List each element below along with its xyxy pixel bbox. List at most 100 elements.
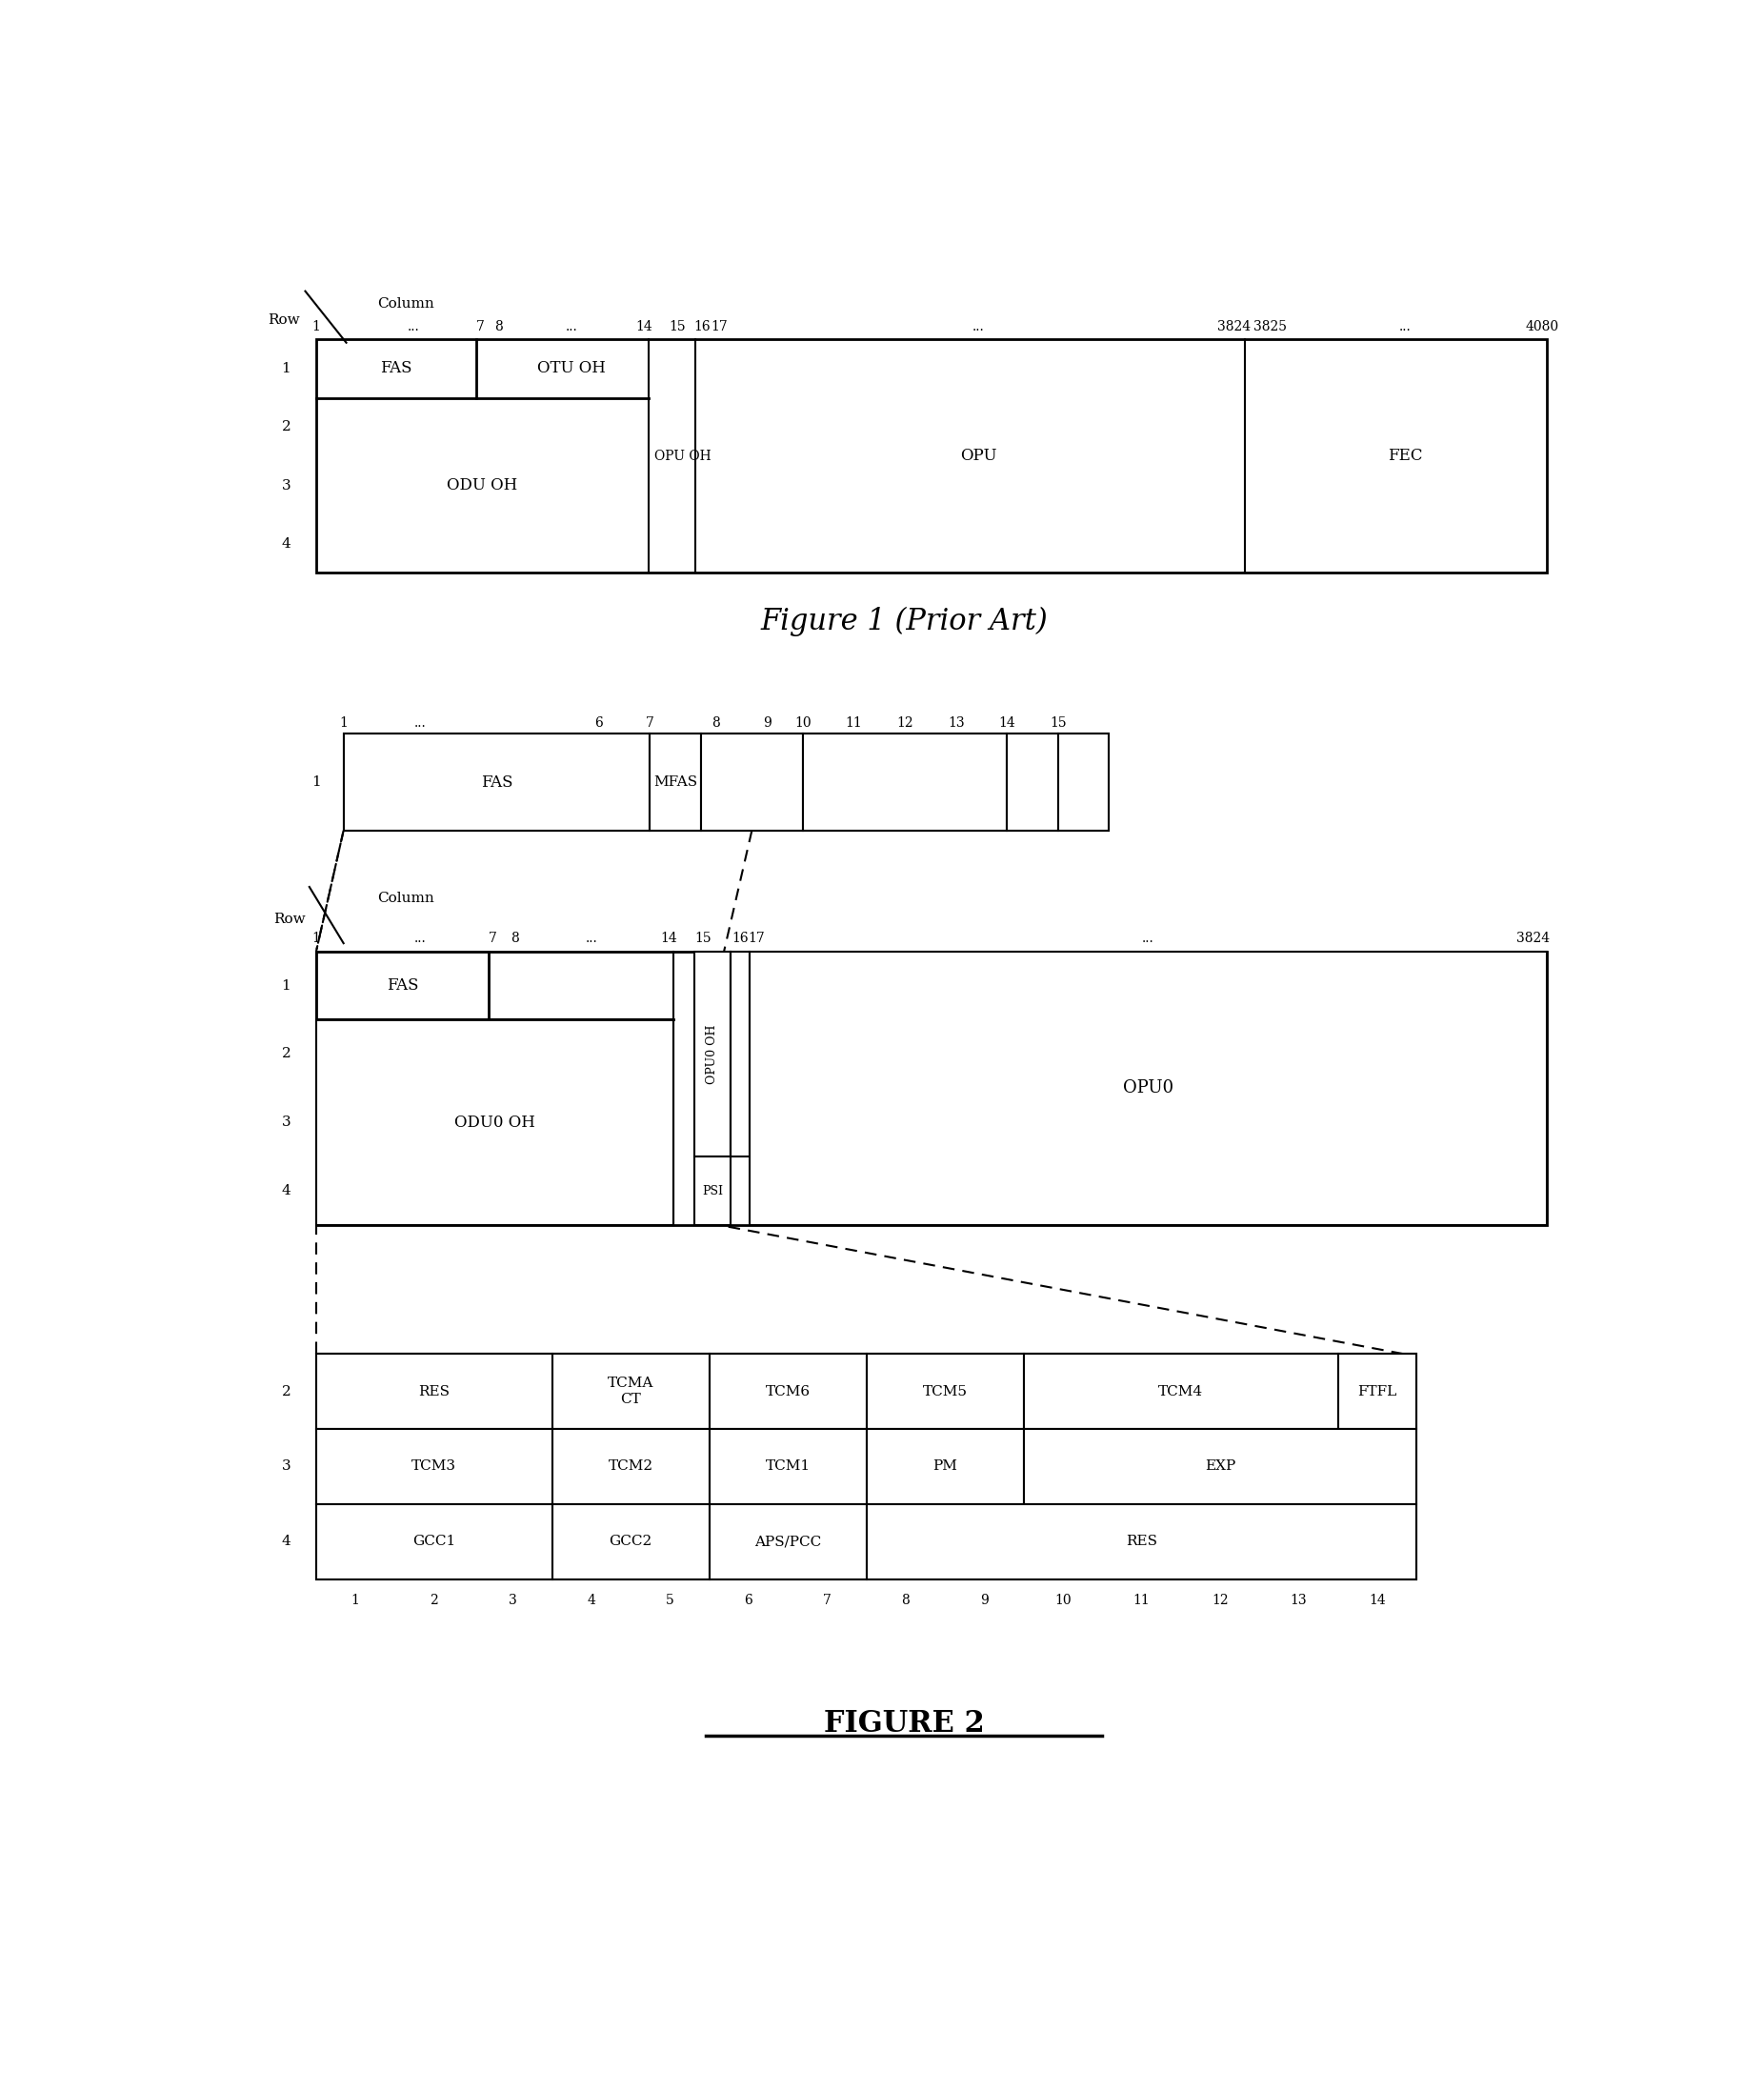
Text: TCM3: TCM3 bbox=[411, 1460, 457, 1474]
Text: 5: 5 bbox=[665, 1593, 674, 1606]
Text: ...: ... bbox=[1399, 320, 1411, 332]
Text: ODU0 OH: ODU0 OH bbox=[453, 1115, 534, 1131]
Text: 3: 3 bbox=[508, 1593, 517, 1606]
Text: PM: PM bbox=[933, 1460, 958, 1474]
Bar bbox=[552, 1428, 709, 1503]
Text: ...: ... bbox=[1141, 933, 1154, 945]
Bar bbox=[316, 1020, 674, 1225]
Text: FEC: FEC bbox=[1388, 447, 1422, 464]
Text: 3: 3 bbox=[282, 1117, 291, 1129]
Text: TCM4: TCM4 bbox=[1159, 1384, 1203, 1399]
Text: 14: 14 bbox=[660, 933, 677, 945]
Text: ...: ... bbox=[972, 320, 984, 332]
Bar bbox=[750, 951, 1547, 1225]
Text: Figure 1 (Prior Art): Figure 1 (Prior Art) bbox=[760, 606, 1048, 636]
Text: 14: 14 bbox=[1369, 1593, 1387, 1606]
Bar bbox=[803, 734, 1007, 830]
Text: 3: 3 bbox=[282, 1460, 291, 1474]
Bar bbox=[709, 1503, 866, 1579]
Bar bbox=[344, 734, 1110, 830]
Text: 3824: 3824 bbox=[1517, 933, 1549, 945]
Text: 1: 1 bbox=[339, 715, 348, 730]
Text: 10: 10 bbox=[794, 715, 811, 730]
Text: 8: 8 bbox=[901, 1593, 910, 1606]
Text: RES: RES bbox=[1125, 1535, 1157, 1547]
Text: 1: 1 bbox=[282, 362, 291, 374]
Text: GCC1: GCC1 bbox=[413, 1535, 455, 1547]
Bar bbox=[693, 1156, 730, 1225]
Text: 16: 16 bbox=[693, 320, 711, 332]
Text: 11: 11 bbox=[1132, 1593, 1150, 1606]
Text: GCC2: GCC2 bbox=[609, 1535, 653, 1547]
Text: OTU OH: OTU OH bbox=[538, 360, 605, 376]
Text: OPU0: OPU0 bbox=[1122, 1079, 1173, 1098]
Text: 4: 4 bbox=[282, 1535, 291, 1547]
Text: OPU: OPU bbox=[960, 447, 997, 464]
Bar bbox=[709, 1428, 866, 1503]
Bar bbox=[866, 1503, 1416, 1579]
Text: FTFL: FTFL bbox=[1358, 1384, 1397, 1399]
Text: 17: 17 bbox=[711, 320, 729, 332]
Text: ...: ... bbox=[407, 320, 420, 332]
Text: 7: 7 bbox=[489, 933, 497, 945]
Text: 9: 9 bbox=[764, 715, 771, 730]
Bar bbox=[693, 951, 730, 1156]
Text: 6: 6 bbox=[744, 1593, 753, 1606]
Text: ...: ... bbox=[566, 320, 577, 332]
Text: 16: 16 bbox=[732, 933, 748, 945]
Text: 7: 7 bbox=[476, 320, 485, 332]
Bar bbox=[1058, 734, 1110, 830]
Text: 8: 8 bbox=[494, 320, 503, 332]
Text: FAS: FAS bbox=[482, 774, 513, 790]
Text: 8: 8 bbox=[510, 933, 519, 945]
Bar bbox=[316, 339, 1547, 573]
Text: 6: 6 bbox=[594, 715, 603, 730]
Bar bbox=[316, 1353, 552, 1428]
Text: Column: Column bbox=[377, 297, 434, 312]
Bar bbox=[866, 1428, 1023, 1503]
Text: 3824: 3824 bbox=[1217, 320, 1251, 332]
Text: 1: 1 bbox=[312, 776, 321, 788]
Text: 4: 4 bbox=[282, 1184, 291, 1198]
Text: 11: 11 bbox=[845, 715, 863, 730]
Text: TCM6: TCM6 bbox=[766, 1384, 810, 1399]
Text: 15: 15 bbox=[1050, 715, 1067, 730]
Text: 14: 14 bbox=[635, 320, 653, 332]
Text: APS/PCC: APS/PCC bbox=[755, 1535, 822, 1547]
Bar bbox=[1023, 1428, 1416, 1503]
Text: OPU OH: OPU OH bbox=[654, 450, 711, 462]
Text: EXP: EXP bbox=[1205, 1460, 1235, 1474]
Text: 9: 9 bbox=[981, 1593, 988, 1606]
Text: MFAS: MFAS bbox=[653, 776, 697, 788]
Text: 1: 1 bbox=[312, 933, 321, 945]
Bar bbox=[316, 951, 489, 1020]
Text: 7: 7 bbox=[824, 1593, 831, 1606]
Text: TCM1: TCM1 bbox=[766, 1460, 810, 1474]
Text: FAS: FAS bbox=[386, 976, 418, 993]
Text: TCM2: TCM2 bbox=[609, 1460, 653, 1474]
Bar bbox=[552, 1503, 709, 1579]
Text: ...: ... bbox=[415, 715, 427, 730]
Text: 2: 2 bbox=[430, 1593, 437, 1606]
Text: FIGURE 2: FIGURE 2 bbox=[824, 1708, 984, 1740]
Text: 2: 2 bbox=[282, 1048, 291, 1060]
Bar bbox=[866, 1353, 1023, 1428]
Text: 1: 1 bbox=[282, 979, 291, 993]
Text: 10: 10 bbox=[1055, 1593, 1071, 1606]
Text: 2: 2 bbox=[282, 420, 291, 433]
Bar bbox=[316, 1428, 552, 1503]
Text: 4080: 4080 bbox=[1526, 320, 1559, 332]
Text: Row: Row bbox=[268, 314, 300, 326]
Bar bbox=[316, 951, 1547, 1225]
Bar bbox=[552, 1353, 709, 1428]
Bar bbox=[649, 734, 700, 830]
Text: 4: 4 bbox=[282, 537, 291, 550]
Text: 13: 13 bbox=[1291, 1593, 1307, 1606]
Text: PSI: PSI bbox=[702, 1186, 723, 1196]
Text: 3825: 3825 bbox=[1254, 320, 1288, 332]
Text: OPU0 OH: OPU0 OH bbox=[706, 1025, 718, 1083]
Text: Column: Column bbox=[377, 891, 434, 905]
Text: 12: 12 bbox=[896, 715, 914, 730]
Text: 7: 7 bbox=[646, 715, 654, 730]
Text: FAS: FAS bbox=[381, 360, 413, 376]
